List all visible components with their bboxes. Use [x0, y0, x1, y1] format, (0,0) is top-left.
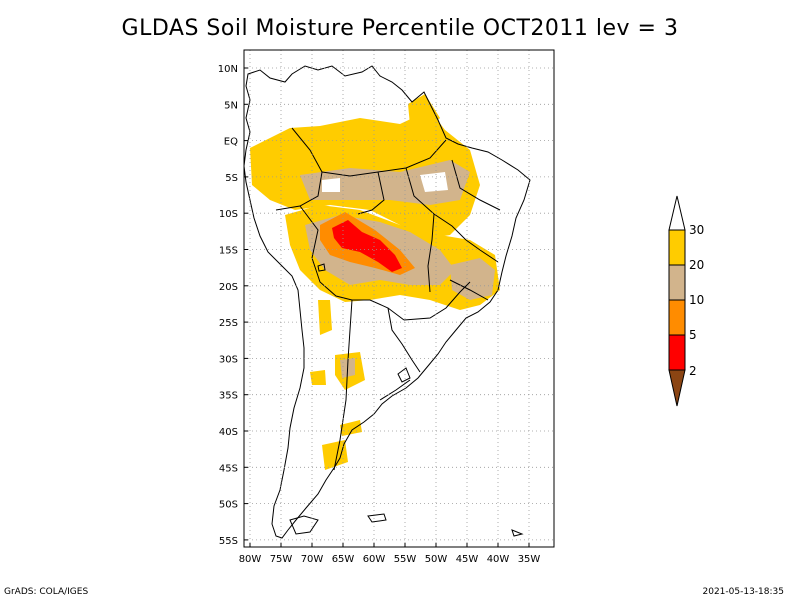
lat-label: 45S — [219, 463, 238, 474]
lat-label: 40S — [219, 427, 238, 438]
shade-tan-mid — [300, 160, 470, 205]
lon-label: 50W — [425, 554, 448, 565]
country-border-3 — [299, 205, 405, 321]
latitude-labels: 10N 5N EQ 5S 10S 15S 20S 25S 30S 35S 40S 45S 50S 55S — [218, 64, 248, 547]
shade-white-gap-1 — [420, 172, 448, 192]
uruguay-coast — [379, 379, 411, 401]
legend-box-10-20 — [668, 264, 686, 301]
legend-label-5: 5 — [689, 328, 697, 342]
lon-label: 40W — [487, 554, 510, 565]
state-border-1 — [357, 171, 385, 215]
legend-box-5-10 — [668, 299, 686, 336]
lon-label: 80W — [239, 554, 262, 565]
lat-label: 5N — [224, 100, 238, 111]
falklands — [367, 513, 387, 523]
footer-timestamp: 2021-05-13-18:35 — [702, 587, 785, 597]
state-border-3 — [427, 213, 435, 293]
legend-arrow-top — [668, 195, 686, 231]
shade-yellow-south-3 — [322, 440, 348, 470]
legend-label-20: 20 — [689, 258, 704, 272]
map-title: GLDAS Soil Moisture Percentile OCT2011 l… — [121, 16, 679, 41]
country-border-5 — [387, 307, 421, 373]
soil-moisture-shading — [250, 94, 500, 470]
shade-yellow-south-5 — [340, 420, 362, 436]
legend-label-10: 10 — [689, 293, 704, 307]
color-legend: 30 20 10 5 2 — [668, 195, 704, 407]
south-america-coastline — [244, 65, 531, 539]
lat-label: 20S — [219, 282, 238, 293]
lake-titicaca — [317, 263, 326, 272]
shade-yellow-south-1 — [318, 300, 332, 335]
shade-yellow-ne — [408, 94, 440, 132]
lon-label: 55W — [394, 554, 417, 565]
lat-label: 15S — [219, 246, 238, 257]
lat-label: 5S — [225, 173, 238, 184]
lat-label: 10S — [219, 209, 238, 220]
country-border-6 — [403, 281, 471, 321]
lagoon-patos — [397, 367, 411, 383]
lat-label: EQ — [224, 137, 238, 148]
shade-white-gap-2 — [322, 178, 340, 192]
state-border-6 — [449, 279, 489, 301]
lat-label: 50S — [219, 500, 238, 511]
legend-label-30: 30 — [689, 223, 704, 237]
footer-credit: GrADS: COLA/IGES — [4, 587, 89, 597]
continent-outline — [244, 65, 531, 539]
legend-arrow-bottom — [668, 369, 686, 407]
shade-red-central — [332, 220, 402, 272]
lon-label: 60W — [363, 554, 386, 565]
legend-box-2-5 — [668, 334, 686, 371]
shade-yellow-south-4 — [310, 370, 326, 385]
lon-label: 75W — [270, 554, 293, 565]
lon-label: 65W — [332, 554, 355, 565]
lat-label: 30S — [219, 354, 238, 365]
lon-label: 35W — [518, 554, 541, 565]
shade-tan-east — [450, 258, 495, 300]
legend-label-2: 2 — [689, 364, 697, 378]
state-border-5 — [465, 239, 499, 263]
lat-label: 55S — [219, 536, 238, 547]
island-se — [511, 529, 524, 537]
lat-label: 10N — [218, 64, 238, 75]
lat-label: 35S — [219, 391, 238, 402]
lon-label: 70W — [301, 554, 324, 565]
lat-lon-grid — [244, 50, 554, 547]
country-border-4 — [333, 299, 353, 471]
lat-label: 25S — [219, 318, 238, 329]
country-border-2 — [321, 139, 447, 177]
longitude-labels: 80W 75W 70W 65W 60W 55W 50W 45W 40W 35W — [239, 543, 541, 565]
map-frame — [243, 49, 555, 548]
tierra-del-fuego — [289, 515, 319, 535]
country-border-1 — [275, 127, 323, 211]
state-border-4 — [451, 159, 501, 211]
legend-box-20-30 — [668, 229, 686, 266]
lon-label: 45W — [456, 554, 479, 565]
